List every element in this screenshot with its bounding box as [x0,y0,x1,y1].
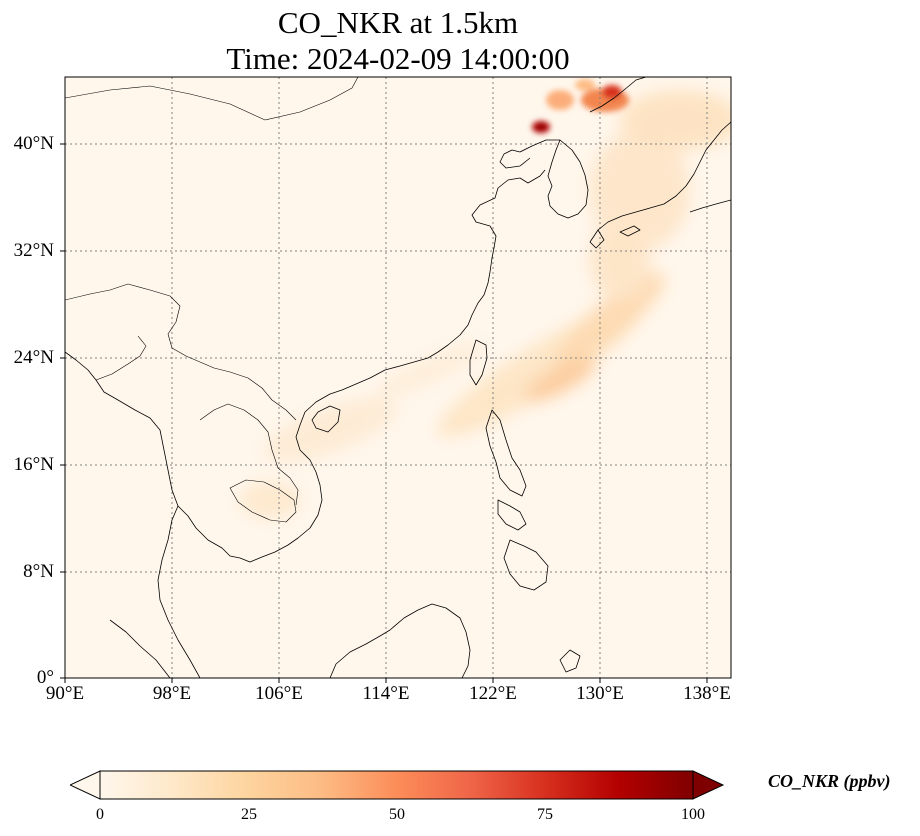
coastlines [65,77,731,678]
lat-tick-label: 0° [36,667,54,688]
colorbar-gradient [100,771,693,799]
colorbar-extend-max [692,770,725,800]
lon-tick-label: 90°E [45,683,85,704]
lat-tick-label: 40°N [13,133,54,154]
colorbar-label: CO_NKR (ppbv) [768,771,891,791]
graticule [65,77,731,678]
colorbar [70,770,725,800]
axis-tick-marks [60,143,708,683]
map-figure [60,76,732,683]
lat-tick-label: 8°N [23,561,54,582]
title-line-1: CO_NKR at 1.5km [277,5,519,40]
lon-tick-label: 114°E [362,683,410,704]
lon-tick-label: 122°E [469,683,517,704]
colorbar-tick-label: 100 [681,806,705,823]
lat-tick-label: 24°N [13,347,54,368]
map-frame [64,76,732,679]
colorbar-tick-label: 75 [537,806,553,823]
colorbar-tick-label: 50 [389,806,405,823]
lat-tick-label: 16°N [13,454,54,475]
lat-tick-label: 32°N [13,240,54,261]
lon-tick-label: 98°E [152,683,192,704]
colorbar-tick-label: 25 [241,806,257,823]
lon-tick-label: 138°E [683,683,731,704]
co-plume-field [240,79,731,518]
lon-tick-label: 130°E [576,683,624,704]
lon-tick-label: 106°E [255,683,303,704]
colorbar-tick-label: 0 [96,806,104,823]
title-line-2: Time: 2024-02-09 14:00:00 [226,41,570,76]
colorbar-extend-min [70,770,101,800]
